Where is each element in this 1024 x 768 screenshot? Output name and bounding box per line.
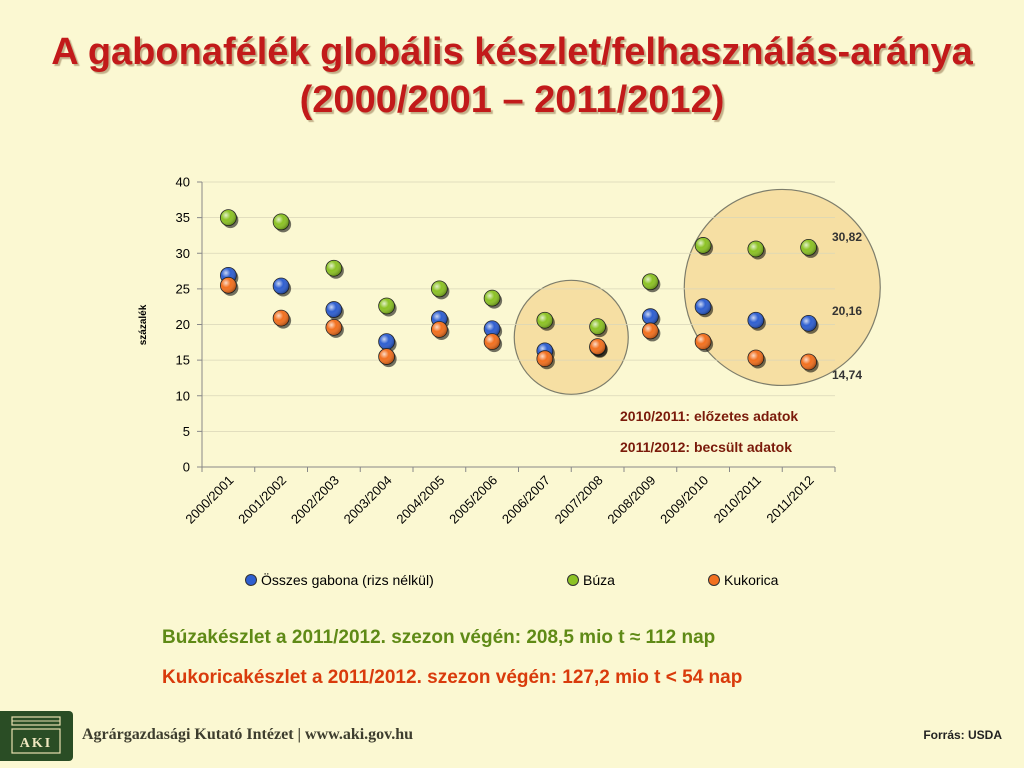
title-line-1: A gabonafélék globális készlet/felhaszná… [51,31,973,73]
marker-gloss [747,312,764,329]
marker-gloss [800,239,817,256]
annotation-preliminary: 2010/2011: előzetes adatok [620,408,798,424]
marker-gloss [325,260,342,277]
legend-marker-total [245,574,257,586]
page-title: A gabonafélék globális készlet/felhaszná… [0,28,1024,124]
marker-gloss [484,333,501,350]
marker-gloss [800,353,817,370]
x-tick-label: 2005/2006 [446,473,500,527]
legend-marker-corn [708,574,720,586]
marker-gloss [695,298,712,315]
y-tick-label: 10 [176,388,190,403]
marker-gloss [800,315,817,332]
marker-gloss [431,280,448,297]
y-tick-label: 0 [183,460,190,475]
y-tick-label: 30 [176,246,190,261]
aki-logo-graphic: AKI [11,716,61,754]
marker-gloss [325,301,342,318]
legend: Összes gabona (rizs nélkül) Búza Kukoric… [245,571,779,588]
highlight-circle-2006-2008 [513,279,629,395]
x-tick-label: 2004/2005 [393,473,447,527]
x-tick-label: 2003/2004 [341,473,395,527]
legend-label-corn: Kukorica [724,572,779,588]
marker-gloss [747,240,764,257]
x-tick-label: 2010/2011 [711,473,764,526]
y-tick-label: 15 [176,353,190,368]
marker-gloss [695,237,712,254]
aki-logo: AKI [0,711,73,761]
marker-gloss [536,350,553,367]
marker-gloss [695,333,712,350]
highlight-circle-2010-2012 [683,188,881,387]
legend-label-wheat: Búza [583,572,615,588]
marker-gloss [220,209,237,226]
y-axis-label: százalék [138,304,149,345]
legend-label-total: Összes gabona (rizs nélkül) [261,571,434,588]
marker-gloss [484,320,501,337]
y-tick-label: 40 [176,175,190,190]
marker-gloss [378,333,395,350]
marker-gloss [747,349,764,366]
x-tick-label: 2002/2003 [288,473,342,527]
value-label-wheat: 30,82 [832,230,862,244]
y-tick-label: 5 [183,424,190,439]
marker-gloss [642,308,659,325]
marker-gloss [642,322,659,339]
annotation-estimated: 2011/2012: becsült adatok [620,439,792,455]
legend-marker-wheat [567,574,579,586]
marker-gloss [378,348,395,365]
x-tick-label: 2011/2012 [763,473,816,526]
marker-gloss [589,318,606,335]
y-tick-label: 20 [176,317,190,332]
x-tick-label: 2009/2010 [657,473,711,527]
x-tick-label: 2006/2007 [499,473,553,527]
marker-gloss [431,321,448,338]
source-label: Forrás: USDA [923,728,1002,742]
aki-logo-text: AKI [20,736,52,751]
marker-gloss [273,213,290,230]
title-line-2: (2000/2001 – 2011/2012) [299,79,725,121]
x-tick-label: 2008/2009 [604,473,658,527]
marker-gloss [273,278,290,295]
value-label-total: 20,16 [832,304,862,318]
value-label-corn: 14,74 [832,368,862,382]
wheat-stock-note: Búzakészlet a 2011/2012. szezon végén: 2… [162,627,716,648]
y-tick-label: 35 [176,210,190,225]
x-tick-label: 2001/2002 [235,473,289,527]
marker-gloss [536,312,553,329]
marker-gloss [378,297,395,314]
marker-gloss [273,310,290,327]
marker-gloss [220,277,237,294]
institute-name: Agrárgazdasági Kutató Intézet | www.aki.… [82,726,414,743]
marker-gloss [589,338,606,355]
y-tick-label: 25 [176,281,190,296]
marker-gloss [484,290,501,307]
x-tick-label: 2007/2008 [552,473,606,527]
marker-gloss [325,319,342,336]
corn-stock-note: Kukoricakészlet a 2011/2012. szezon végé… [162,667,743,688]
marker-gloss [642,273,659,290]
x-tick-label: 2000/2001 [182,473,236,527]
scatter-chart: 0 5 10 15 20 25 30 35 40 2000/20012001/20022002/2… [138,175,881,588]
